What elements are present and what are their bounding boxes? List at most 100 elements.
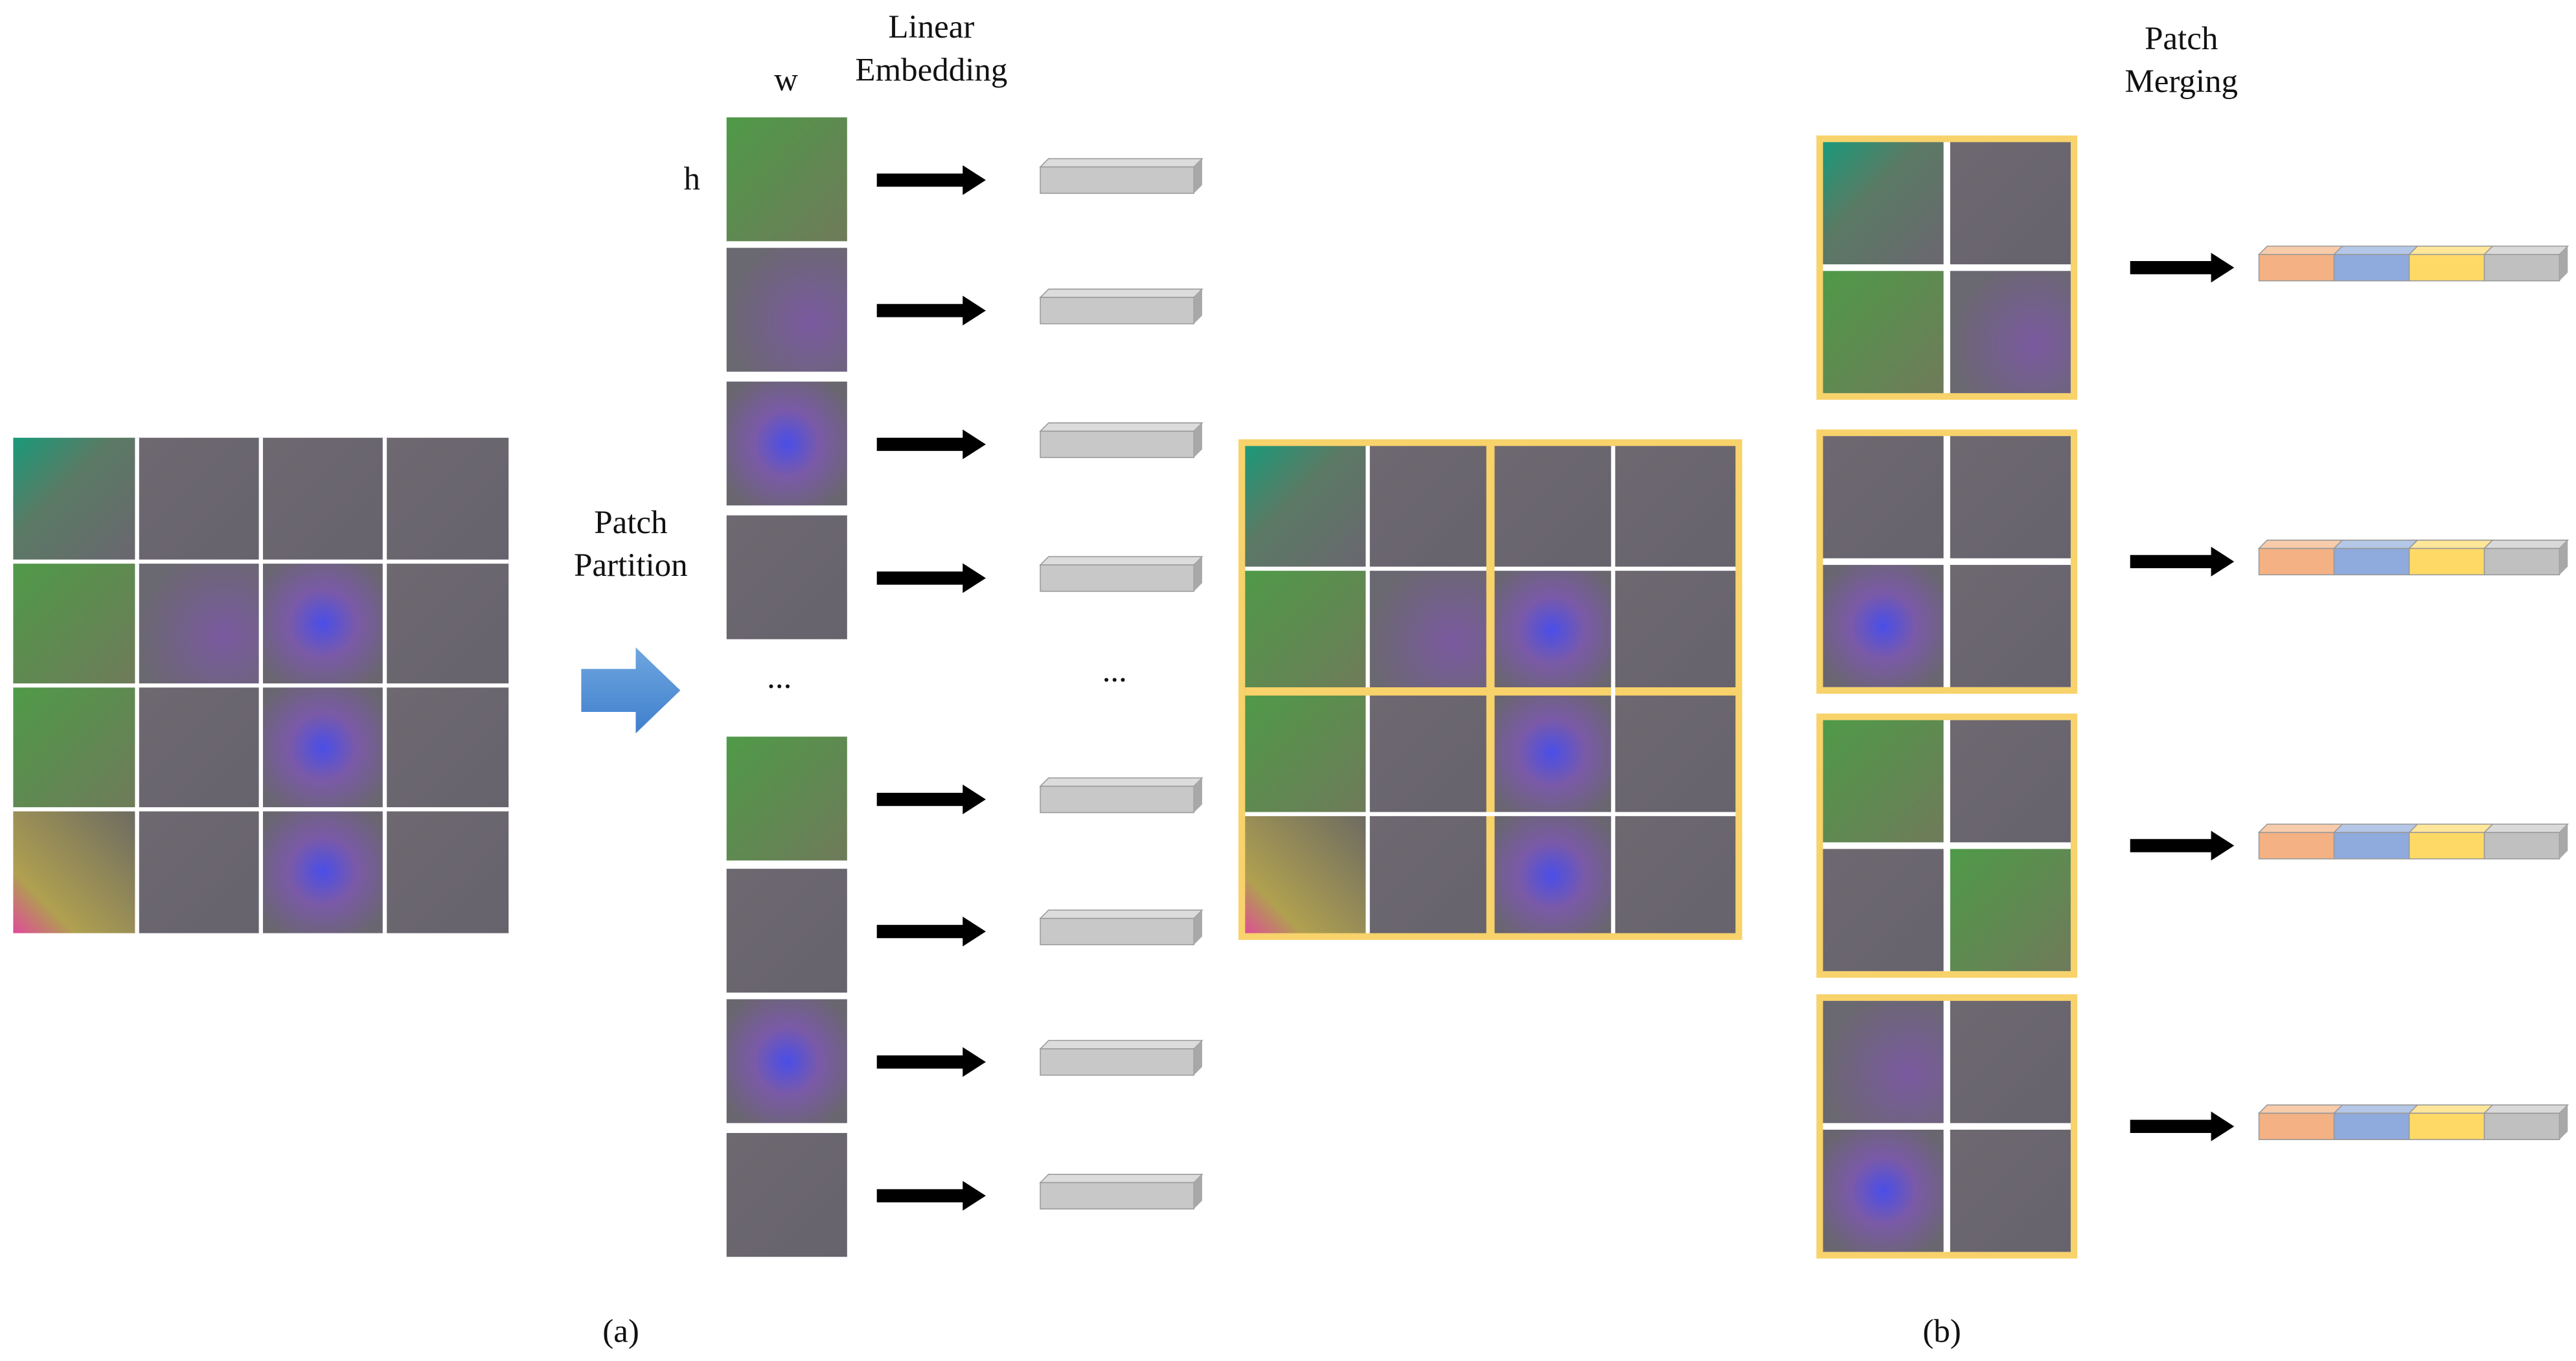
patch bbox=[1613, 814, 1736, 937]
token-side bbox=[1194, 158, 1202, 194]
ellipsis: ... bbox=[1102, 653, 1127, 689]
patch bbox=[137, 809, 261, 933]
arrow bbox=[876, 1047, 986, 1077]
patch bbox=[13, 561, 137, 686]
patch bbox=[726, 737, 847, 861]
token-top bbox=[2408, 1104, 2494, 1114]
patch bbox=[1950, 1129, 2071, 1252]
patch bbox=[1367, 446, 1491, 569]
linear-embedding-label: Linear Embedding bbox=[855, 9, 1007, 88]
token-segment bbox=[1040, 430, 1194, 459]
patch bbox=[260, 561, 385, 686]
patch bbox=[726, 1133, 847, 1257]
patch bbox=[1823, 271, 1944, 393]
width-label: w bbox=[774, 62, 798, 98]
patch bbox=[13, 437, 137, 562]
patch bbox=[726, 247, 847, 372]
patch bbox=[137, 561, 261, 686]
token-top bbox=[2483, 540, 2570, 549]
token-segment bbox=[1040, 1048, 1194, 1076]
patch bbox=[1950, 849, 2071, 972]
patch bbox=[1613, 691, 1736, 814]
arrow bbox=[876, 563, 986, 593]
patch bbox=[260, 437, 385, 562]
token-top bbox=[1039, 158, 1203, 168]
patch bbox=[1367, 814, 1491, 937]
token-segment bbox=[2408, 832, 2485, 860]
patch bbox=[726, 515, 847, 639]
token-segment bbox=[2333, 547, 2410, 576]
patch bbox=[1823, 436, 1944, 558]
patch bbox=[13, 685, 137, 810]
token-side bbox=[1194, 777, 1202, 813]
token-side bbox=[2559, 246, 2568, 281]
patch bbox=[1950, 142, 2071, 265]
token-top bbox=[2408, 540, 2494, 549]
patch bbox=[1823, 720, 1944, 843]
token-segment bbox=[2258, 547, 2335, 576]
token-side bbox=[1194, 909, 1202, 945]
token-side bbox=[1194, 1174, 1202, 1209]
token-side bbox=[1194, 422, 1202, 458]
token-segment bbox=[2258, 254, 2335, 282]
patch bbox=[1490, 568, 1613, 692]
token-top bbox=[1039, 1040, 1203, 1049]
patch bbox=[1367, 568, 1491, 692]
patch bbox=[726, 117, 847, 242]
caption: (a) bbox=[602, 1314, 639, 1350]
token-segment bbox=[2333, 832, 2410, 860]
patch bbox=[1245, 691, 1368, 814]
patch bbox=[726, 382, 847, 506]
arrow bbox=[2130, 547, 2235, 577]
patch bbox=[1950, 1001, 2071, 1123]
arrow bbox=[876, 784, 986, 814]
patch bbox=[1245, 446, 1368, 569]
patch bbox=[1950, 565, 2071, 687]
token-top bbox=[1039, 777, 1203, 787]
token-side bbox=[2559, 540, 2568, 575]
token-segment bbox=[2258, 832, 2335, 860]
token-side bbox=[2559, 824, 2568, 859]
token-top bbox=[2483, 1104, 2570, 1114]
token-segment bbox=[2408, 1112, 2485, 1140]
token-top bbox=[2332, 246, 2419, 255]
arrow bbox=[2130, 253, 2235, 283]
patch bbox=[1950, 436, 2071, 558]
token-top bbox=[1039, 556, 1203, 566]
ellipsis: ... bbox=[767, 659, 792, 696]
patch bbox=[260, 809, 385, 933]
token-segment bbox=[1040, 297, 1194, 325]
arrow bbox=[2130, 830, 2235, 861]
token-segment bbox=[2408, 254, 2485, 282]
token-top bbox=[1039, 1173, 1203, 1184]
token-top bbox=[1039, 422, 1203, 432]
patch bbox=[1950, 271, 2071, 393]
patch bbox=[1823, 565, 1944, 687]
patch bbox=[1823, 1001, 1944, 1123]
patch-partition-label: Patch Partition bbox=[574, 505, 688, 584]
token-segment bbox=[2408, 547, 2485, 576]
token-top bbox=[2483, 246, 2570, 255]
arrow bbox=[876, 165, 986, 195]
token-top bbox=[2332, 1104, 2419, 1114]
caption: (b) bbox=[1922, 1314, 1961, 1350]
arrow bbox=[876, 1180, 986, 1211]
token-segment bbox=[1040, 166, 1194, 194]
token-top bbox=[1039, 288, 1203, 298]
patch bbox=[1245, 814, 1368, 937]
token-top bbox=[2257, 823, 2344, 833]
token-top bbox=[2257, 246, 2344, 255]
token-segment bbox=[1040, 564, 1194, 592]
patch-merging-label: Patch Merging bbox=[2125, 21, 2238, 100]
height-label: h bbox=[683, 161, 700, 197]
token-side bbox=[1194, 556, 1202, 591]
patch bbox=[13, 809, 137, 933]
patch bbox=[260, 685, 385, 810]
patch bbox=[1490, 814, 1613, 937]
token-segment bbox=[2483, 547, 2560, 576]
partition-arrow bbox=[581, 647, 681, 734]
token-segment bbox=[2483, 1112, 2560, 1140]
token-side bbox=[1194, 1040, 1202, 1075]
arrow bbox=[2130, 1111, 2235, 1141]
